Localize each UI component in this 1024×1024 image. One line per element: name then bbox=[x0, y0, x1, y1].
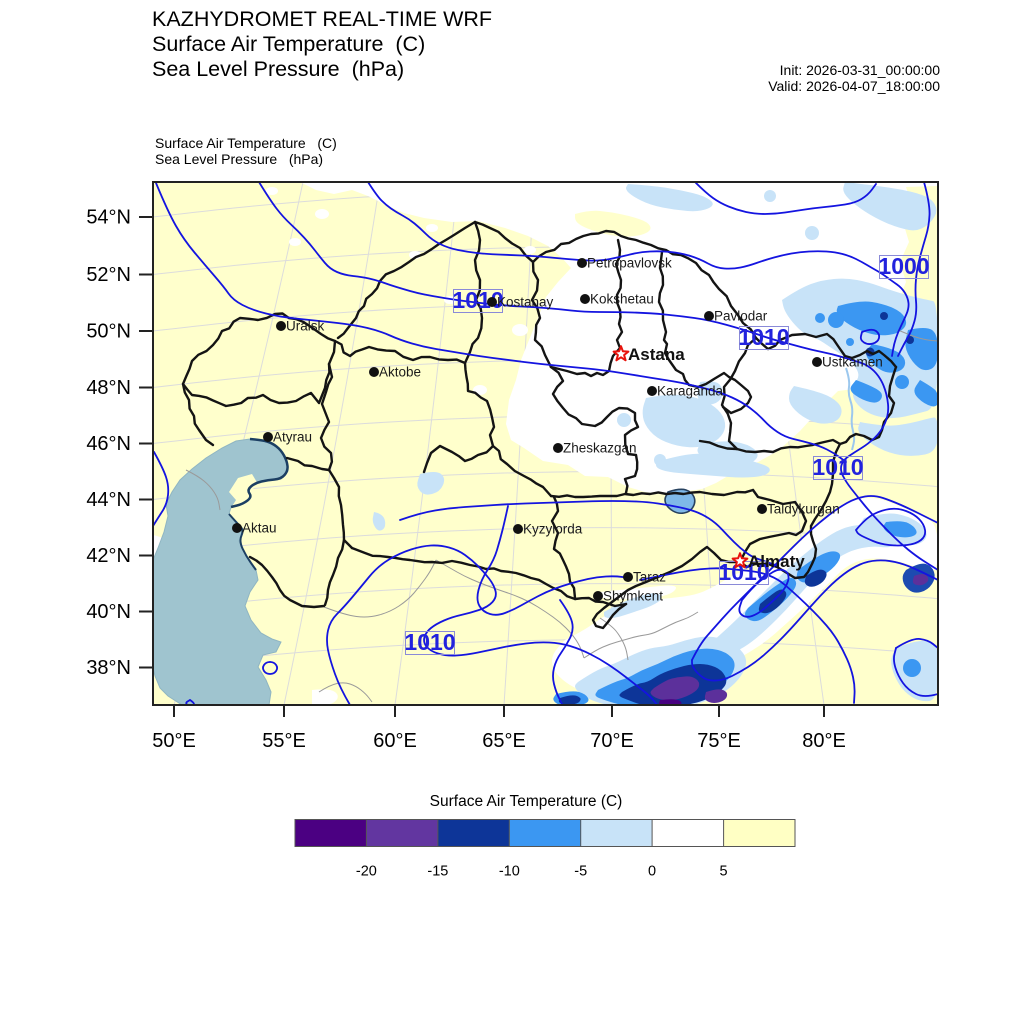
svg-text:Aktau: Aktau bbox=[242, 521, 277, 536]
svg-text:Astana: Astana bbox=[628, 345, 685, 364]
svg-text:1010: 1010 bbox=[812, 454, 863, 480]
svg-text:Taraz: Taraz bbox=[633, 570, 666, 585]
svg-text:54°N: 54°N bbox=[86, 207, 131, 229]
svg-text:Sea Level Pressure (hPa): Sea Level Pressure (hPa) bbox=[152, 57, 404, 81]
svg-text:1010: 1010 bbox=[404, 629, 455, 655]
svg-text:Taldykurgan: Taldykurgan bbox=[767, 502, 840, 517]
svg-text:46°N: 46°N bbox=[86, 433, 131, 455]
svg-text:5: 5 bbox=[720, 864, 728, 880]
svg-text:Init: 2026-03-31_00:00:00: Init: 2026-03-31_00:00:00 bbox=[780, 62, 941, 78]
svg-text:48°N: 48°N bbox=[86, 377, 131, 399]
svg-text:Almaty: Almaty bbox=[748, 552, 805, 571]
svg-text:Uralsk: Uralsk bbox=[286, 319, 325, 334]
svg-text:Atyrau: Atyrau bbox=[273, 430, 312, 445]
svg-text:52°N: 52°N bbox=[86, 264, 131, 286]
svg-text:65°E: 65°E bbox=[482, 730, 526, 752]
svg-text:70°E: 70°E bbox=[590, 730, 634, 752]
svg-text:Kyzylorda: Kyzylorda bbox=[523, 522, 583, 537]
svg-text:40°N: 40°N bbox=[86, 601, 131, 623]
svg-text:75°E: 75°E bbox=[697, 730, 741, 752]
svg-text:Kokshetau: Kokshetau bbox=[590, 292, 654, 307]
svg-text:42°N: 42°N bbox=[86, 545, 131, 567]
svg-text:Aktobe: Aktobe bbox=[379, 365, 421, 380]
svg-text:-15: -15 bbox=[427, 864, 448, 880]
svg-text:0: 0 bbox=[648, 864, 656, 880]
svg-text:-20: -20 bbox=[356, 864, 377, 880]
svg-text:50°E: 50°E bbox=[152, 730, 196, 752]
svg-text:55°E: 55°E bbox=[262, 730, 306, 752]
svg-text:50°N: 50°N bbox=[86, 321, 131, 343]
svg-text:Surface Air Temperature (C): Surface Air Temperature (C) bbox=[155, 135, 337, 151]
svg-text:Ustkamen: Ustkamen bbox=[822, 355, 883, 370]
svg-text:1000: 1000 bbox=[878, 253, 929, 279]
svg-text:KAZHYDROMET REAL-TIME WRF: KAZHYDROMET REAL-TIME WRF bbox=[152, 7, 492, 31]
svg-text:Shymkent: Shymkent bbox=[603, 589, 663, 604]
svg-text:Valid: 2026-04-07_18:00:00: Valid: 2026-04-07_18:00:00 bbox=[768, 78, 940, 94]
svg-text:1010: 1010 bbox=[738, 324, 789, 350]
svg-text:Zheskazgan: Zheskazgan bbox=[563, 441, 637, 456]
svg-text:44°N: 44°N bbox=[86, 489, 131, 511]
svg-text:-10: -10 bbox=[499, 864, 520, 880]
svg-text:Sea Level Pressure (hPa): Sea Level Pressure (hPa) bbox=[155, 151, 323, 167]
svg-text:Kostanay: Kostanay bbox=[497, 295, 554, 310]
svg-text:Petropavlovsk: Petropavlovsk bbox=[587, 256, 672, 271]
svg-text:Pavlodar: Pavlodar bbox=[714, 309, 768, 324]
svg-text:Surface Air Temperature (C): Surface Air Temperature (C) bbox=[152, 32, 425, 56]
svg-text:38°N: 38°N bbox=[86, 657, 131, 679]
svg-text:60°E: 60°E bbox=[373, 730, 417, 752]
svg-text:Karaganda: Karaganda bbox=[657, 384, 724, 399]
svg-text:Surface Air Temperature (C): Surface Air Temperature (C) bbox=[430, 793, 623, 810]
svg-text:-5: -5 bbox=[574, 864, 587, 880]
svg-text:80°E: 80°E bbox=[802, 730, 846, 752]
